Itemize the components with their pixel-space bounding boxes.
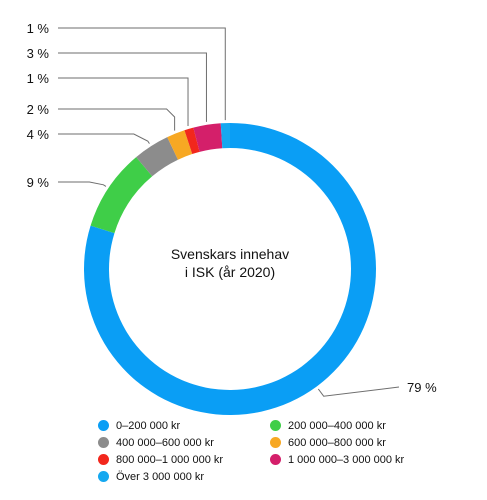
slice-3 <box>167 130 193 160</box>
leader-line-5 <box>58 52 207 122</box>
legend-item-4: 800 000–1 000 000 kr <box>98 452 270 467</box>
legend-label-6: Över 3 000 000 kr <box>116 470 205 483</box>
legend-label-4: 800 000–1 000 000 kr <box>116 453 224 466</box>
slice-2 <box>136 137 178 177</box>
leader-line-2 <box>58 133 150 144</box>
legend-swatch-6 <box>98 471 109 482</box>
legend-item-5: 1 000 000–3 000 000 kr <box>270 452 438 467</box>
legend-swatch-1 <box>270 420 281 431</box>
legend-swatch-5 <box>270 454 281 465</box>
donut-slices <box>84 123 376 415</box>
slice-4 <box>184 127 200 155</box>
percentage-label-2: 4 % <box>27 127 50 142</box>
chart-title-line-2: i ISK (år 2020) <box>185 264 275 280</box>
slice-1 <box>90 157 153 234</box>
slice-5 <box>193 123 223 152</box>
slice-6 <box>220 123 230 149</box>
leader-line-0 <box>317 386 400 397</box>
leader-lines <box>58 27 400 397</box>
percentage-label-5: 3 % <box>27 46 50 61</box>
percentage-labels: 79 % 9 % 4 % 2 % 1 % 3 % 1 % <box>27 21 437 395</box>
legend-label-1: 200 000–400 000 kr <box>288 419 386 432</box>
legend-label-5: 1 000 000–3 000 000 kr <box>288 453 405 466</box>
legend-item-1: 200 000–400 000 kr <box>270 418 438 433</box>
percentage-label-6: 1 % <box>27 21 50 36</box>
legend-item-2: 400 000–600 000 kr <box>98 435 270 450</box>
legend-swatch-4 <box>98 454 109 465</box>
chart-title-line-1: Svenskars innehav <box>171 246 289 262</box>
leader-line-1 <box>58 181 107 187</box>
percentage-label-0: 79 % <box>407 380 437 395</box>
legend-swatch-0 <box>98 420 109 431</box>
leader-line-3 <box>58 108 176 131</box>
percentage-label-3: 2 % <box>27 102 50 117</box>
legend-item-0: 0–200 000 kr <box>98 418 270 433</box>
chart-legend: 0–200 000 kr 200 000–400 000 kr 400 000–60… <box>98 418 438 484</box>
percentage-label-1: 9 % <box>27 175 50 190</box>
legend-label-3: 600 000–800 000 kr <box>288 436 386 449</box>
legend-item-6: Över 3 000 000 kr <box>98 469 270 484</box>
leader-line-6 <box>58 27 226 121</box>
percentage-label-4: 1 % <box>27 71 50 86</box>
legend-label-2: 400 000–600 000 kr <box>116 436 214 449</box>
leader-line-4 <box>58 77 189 127</box>
legend-swatch-2 <box>98 437 109 448</box>
legend-swatch-3 <box>270 437 281 448</box>
legend-item-3: 600 000–800 000 kr <box>270 435 438 450</box>
legend-label-0: 0–200 000 kr <box>116 419 181 432</box>
